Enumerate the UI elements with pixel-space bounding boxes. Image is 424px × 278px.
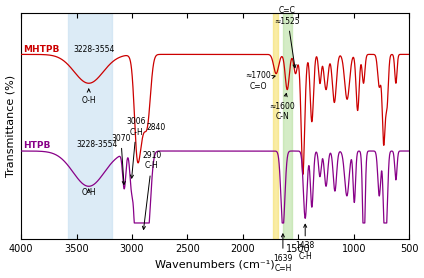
Text: 1639
C=H: 1639 C=H [273,234,293,273]
Text: O-H: O-H [81,188,96,197]
Text: 3228-3554: 3228-3554 [77,140,118,149]
Text: 3006
C-H: 3006 C-H [127,117,146,178]
Text: HTPB: HTPB [23,142,51,150]
Text: 3070: 3070 [111,134,131,185]
Text: ≈1700
C=O: ≈1700 C=O [245,71,275,91]
Text: ≈1600
C-N: ≈1600 C-N [269,93,295,121]
X-axis label: Wavenumbers (cm⁻¹): Wavenumbers (cm⁻¹) [155,260,275,270]
Bar [68,13,112,239]
Bar [283,13,292,239]
Text: MHTPB: MHTPB [23,45,60,54]
Text: C=C
≈1525: C=C ≈1525 [274,6,300,68]
Bar [273,13,278,239]
Text: 3228-3554: 3228-3554 [73,45,114,54]
Y-axis label: Transmittance (%): Transmittance (%) [6,75,16,177]
Text: 2840: 2840 [147,123,166,132]
Text: O-H: O-H [81,89,96,105]
Text: 1438
C-H: 1438 C-H [296,224,315,261]
Text: 720
C-H: 720 C-H [0,277,1,278]
Text: 2910
C-H: 2910 C-H [142,151,162,229]
Text: 909
C-H: 909 C-H [0,277,1,278]
